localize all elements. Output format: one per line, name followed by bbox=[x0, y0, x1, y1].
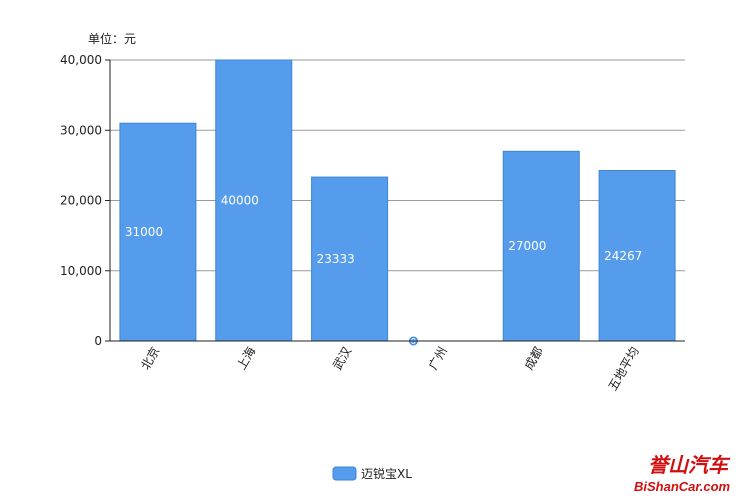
bars: 31000400002333302700024267 bbox=[119, 59, 676, 346]
x-tick-label: 武汉 bbox=[330, 345, 354, 373]
x-tick-label: 广州 bbox=[426, 345, 450, 373]
x-axis: 北京 上海 武汉 广州 成都 五地平均 bbox=[110, 340, 685, 394]
watermark-chinese: 誉山汽车 bbox=[648, 453, 731, 477]
x-tick-label: 北京 bbox=[138, 345, 162, 373]
y-tick-label: 40,000 bbox=[60, 53, 102, 67]
y-tick-label: 10,000 bbox=[60, 264, 102, 278]
unit-label: 单位：元 bbox=[88, 31, 136, 46]
bar-value-label: 40000 bbox=[221, 194, 259, 208]
y-axis: 0 10,000 20,000 30,000 40,000 bbox=[60, 53, 111, 348]
bar-value-label: 31000 bbox=[125, 225, 163, 239]
y-tick-label: 20,000 bbox=[60, 194, 102, 208]
bar-value-label: 24267 bbox=[604, 249, 642, 263]
x-tick-label: 五地平均 bbox=[606, 345, 642, 394]
watermark-logo: 誉山汽车 BiShanCar.com bbox=[634, 453, 731, 494]
watermark-english: BiShanCar.com bbox=[634, 479, 731, 494]
gridlines bbox=[110, 59, 685, 272]
y-tick-label: 0 bbox=[94, 334, 102, 348]
bar bbox=[119, 122, 197, 342]
x-tick-label: 成都 bbox=[522, 345, 546, 373]
bar bbox=[598, 170, 676, 342]
bar bbox=[215, 59, 293, 342]
legend-swatch bbox=[332, 466, 357, 481]
legend[interactable]: 迈锐宝XL bbox=[332, 466, 412, 481]
y-tick-label: 30,000 bbox=[60, 123, 102, 137]
x-tick-label: 上海 bbox=[233, 344, 258, 372]
bar-value-label: 23333 bbox=[317, 252, 355, 266]
bar-value-label: 27000 bbox=[508, 239, 546, 253]
legend-label: 迈锐宝XL bbox=[361, 467, 412, 481]
